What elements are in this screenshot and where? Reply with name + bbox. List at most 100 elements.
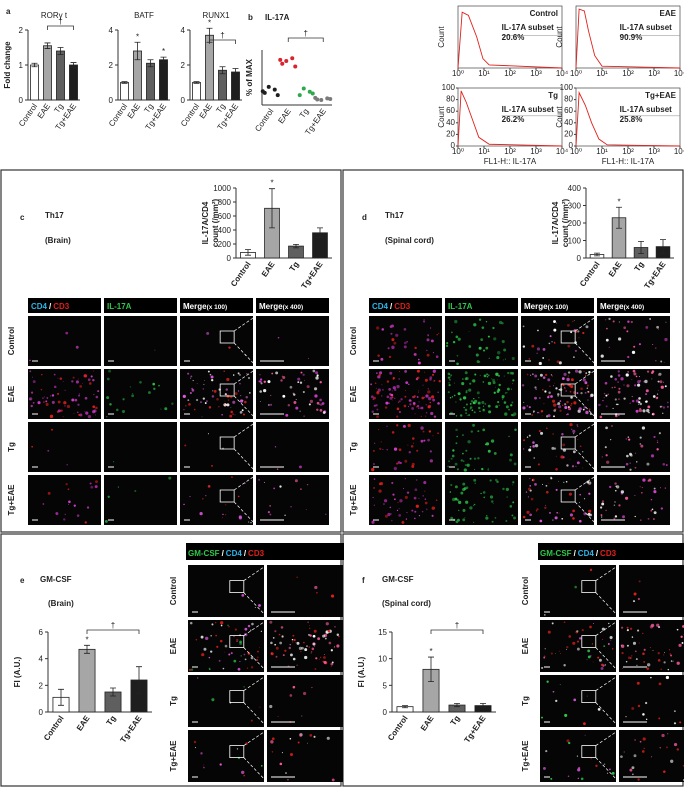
- micrograph-speck: [646, 370, 650, 373]
- micrograph-speck: [208, 406, 212, 409]
- micrograph-speck: [605, 338, 609, 342]
- micrograph-speck: [568, 492, 572, 496]
- micrograph-speck: [469, 382, 472, 385]
- column-header-bg: [104, 298, 177, 313]
- micrograph-speck: [477, 401, 481, 405]
- micrograph-speck: [483, 405, 485, 407]
- micrograph-speck: [506, 387, 510, 391]
- micrograph-speck: [75, 380, 79, 384]
- micrograph-speck: [406, 512, 408, 514]
- micrograph-speck: [370, 383, 373, 386]
- micrograph-speck: [529, 478, 531, 480]
- zoom-box: [581, 580, 597, 593]
- micrograph-speck: [656, 441, 659, 444]
- micrograph-speck: [396, 407, 400, 411]
- micrograph-speck: [509, 505, 513, 508]
- micrograph-speck: [274, 643, 277, 646]
- histogram-curve: [457, 11, 563, 69]
- micrograph-speck: [45, 400, 48, 403]
- micrograph-speck: [427, 388, 429, 390]
- micrograph-speck: [371, 410, 374, 414]
- micrograph-speck: [482, 349, 486, 352]
- x-tick-label: 10¹: [478, 147, 490, 156]
- column-header-part: (x 400): [283, 304, 304, 311]
- micrograph-speck: [373, 463, 375, 465]
- micrograph-speck: [314, 645, 316, 647]
- y-tick-label: 4: [39, 655, 44, 664]
- y-tick-label: 100: [442, 83, 456, 92]
- micrograph-speck: [563, 372, 567, 376]
- column-header-bg: [445, 298, 518, 313]
- row-label: EAE: [349, 385, 358, 402]
- micrograph-speck: [160, 408, 162, 410]
- micrograph-speck: [411, 462, 415, 466]
- micrograph-speck: [543, 613, 546, 616]
- micrograph-speck: [75, 345, 79, 349]
- micrograph: [267, 620, 343, 672]
- micrograph-speck: [460, 459, 463, 462]
- micrograph-speck: [390, 513, 392, 515]
- bar: [146, 62, 155, 101]
- micrograph-speck: [656, 325, 659, 329]
- micrograph-speck: [327, 629, 331, 633]
- micrograph-speck: [618, 337, 622, 341]
- micrograph-speck: [59, 377, 63, 380]
- micrograph-speck: [579, 501, 580, 503]
- micrograph-speck: [609, 768, 611, 771]
- column-header-part: (x 100): [207, 304, 228, 311]
- micrograph-speck: [195, 639, 198, 641]
- x-tick-label: 10²: [504, 69, 516, 78]
- micrograph-speck: [315, 657, 318, 660]
- micrograph-speck: [526, 436, 529, 438]
- micrograph-speck: [438, 380, 441, 383]
- micrograph-speck: [665, 675, 670, 680]
- micrograph-speck: [579, 493, 582, 496]
- micrograph-speck: [374, 382, 377, 385]
- micrograph-speck: [380, 441, 382, 443]
- micrograph-speck: [487, 404, 491, 408]
- micrograph-speck: [603, 645, 606, 648]
- micrograph-speck: [466, 463, 470, 467]
- micrograph-speck: [384, 406, 388, 409]
- micrograph-speck: [274, 446, 277, 448]
- micrograph-speck: [418, 401, 420, 403]
- y-tick-label: 20: [446, 129, 455, 138]
- micrograph-speck: [508, 408, 510, 411]
- micrograph-speck: [279, 485, 282, 488]
- micrograph-speck: [94, 485, 98, 489]
- micrograph-speck: [622, 515, 626, 519]
- micrograph-speck: [376, 372, 378, 374]
- micrograph-speck: [243, 774, 246, 777]
- micrograph-speck: [586, 695, 588, 697]
- micrograph-speck: [290, 505, 292, 508]
- micrograph-speck: [427, 396, 432, 401]
- micrograph-speck: [599, 506, 603, 509]
- column-header-bg: [256, 298, 329, 313]
- micrograph-speck: [276, 468, 279, 470]
- micrograph-speck: [541, 666, 544, 670]
- micrograph-speck: [567, 775, 570, 778]
- micrograph-speck: [664, 337, 668, 342]
- micrograph-speck: [618, 504, 621, 507]
- micrograph-speck: [465, 500, 469, 504]
- micrograph-speck: [505, 487, 510, 491]
- micrograph-speck: [652, 343, 654, 346]
- histogram-subset: IL-17A subset: [502, 105, 554, 114]
- micrograph-speck: [250, 656, 254, 660]
- x-tick-label: Control: [42, 714, 66, 742]
- micrograph-speck: [477, 457, 480, 460]
- error-bar: [232, 68, 239, 76]
- micrograph-speck: [208, 667, 211, 670]
- micrograph-speck: [488, 374, 490, 376]
- micrograph-speck: [431, 514, 434, 517]
- annotation: *: [270, 179, 273, 188]
- micrograph-speck: [247, 376, 251, 380]
- zoom-box: [581, 635, 597, 648]
- micrograph-speck: [502, 399, 504, 400]
- micrograph-speck: [653, 511, 657, 515]
- micrograph-speck: [259, 646, 261, 648]
- micrograph-speck: [490, 500, 494, 503]
- micrograph-speck: [485, 321, 488, 323]
- micrograph-speck: [427, 333, 429, 335]
- error-bar: [70, 62, 77, 68]
